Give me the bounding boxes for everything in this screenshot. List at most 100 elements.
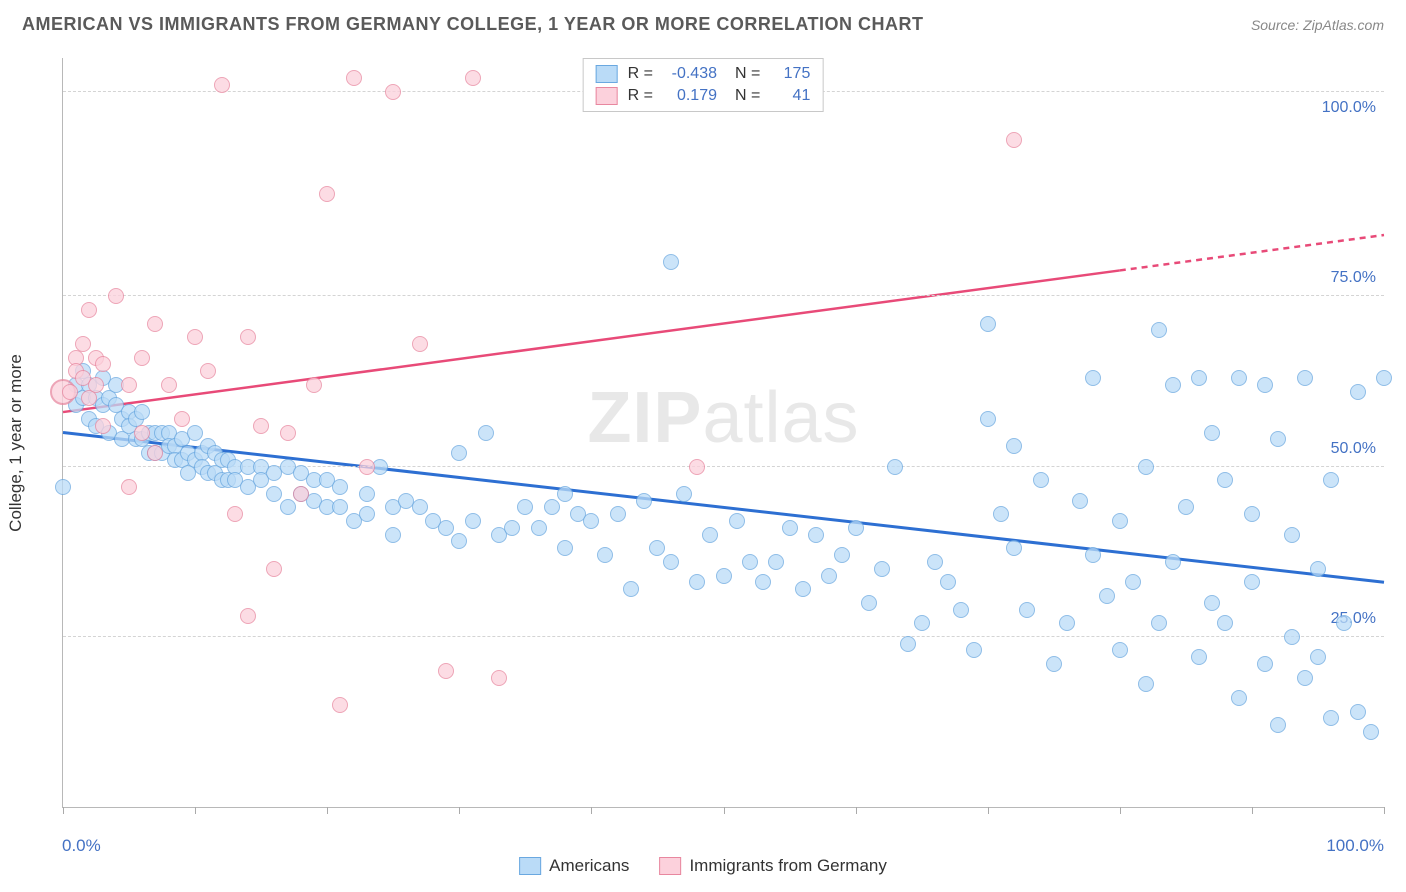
legend-label: Americans bbox=[549, 856, 629, 876]
scatter-point bbox=[81, 390, 97, 406]
scatter-point bbox=[240, 608, 256, 624]
scatter-point bbox=[1270, 431, 1286, 447]
r-label: R = bbox=[628, 65, 653, 83]
scatter-point bbox=[1376, 370, 1392, 386]
scatter-point bbox=[557, 540, 573, 556]
scatter-point bbox=[227, 506, 243, 522]
scatter-point bbox=[134, 404, 150, 420]
scatter-point bbox=[597, 547, 613, 563]
n-label: N = bbox=[735, 87, 760, 105]
scatter-point bbox=[200, 363, 216, 379]
scatter-point bbox=[1138, 676, 1154, 692]
scatter-point bbox=[1165, 377, 1181, 393]
scatter-point bbox=[1072, 493, 1088, 509]
scatter-point bbox=[62, 384, 78, 400]
chart-area: College, 1 year or more ZIPatlas 25.0%50… bbox=[44, 54, 1386, 832]
chart-container: AMERICAN VS IMMIGRANTS FROM GERMANY COLL… bbox=[0, 0, 1406, 892]
scatter-point bbox=[1297, 670, 1313, 686]
scatter-point bbox=[491, 670, 507, 686]
scatter-point bbox=[914, 615, 930, 631]
scatter-point bbox=[465, 70, 481, 86]
scatter-point bbox=[478, 425, 494, 441]
scatter-point bbox=[253, 418, 269, 434]
scatter-point bbox=[280, 499, 296, 515]
scatter-point bbox=[900, 636, 916, 652]
x-axis-min-label: 0.0% bbox=[62, 836, 101, 856]
scatter-point bbox=[332, 479, 348, 495]
chart-header: AMERICAN VS IMMIGRANTS FROM GERMANY COLL… bbox=[0, 0, 1406, 45]
scatter-point bbox=[319, 186, 335, 202]
scatter-point bbox=[121, 479, 137, 495]
n-value: 41 bbox=[770, 87, 810, 105]
scatter-point bbox=[346, 70, 362, 86]
scatter-point bbox=[1257, 377, 1273, 393]
scatter-point bbox=[75, 336, 91, 352]
scatter-point bbox=[332, 499, 348, 515]
scatter-point bbox=[359, 486, 375, 502]
scatter-point bbox=[887, 459, 903, 475]
scatter-point bbox=[438, 520, 454, 536]
scatter-point bbox=[557, 486, 573, 502]
scatter-point bbox=[332, 697, 348, 713]
x-tick bbox=[1120, 807, 1121, 814]
scatter-point bbox=[953, 602, 969, 618]
scatter-point bbox=[88, 377, 104, 393]
scatter-point bbox=[1204, 425, 1220, 441]
scatter-point bbox=[451, 533, 467, 549]
scatter-point bbox=[729, 513, 745, 529]
scatter-point bbox=[1151, 322, 1167, 338]
scatter-point bbox=[755, 574, 771, 590]
scatter-point bbox=[1112, 513, 1128, 529]
gridline bbox=[63, 295, 1384, 296]
y-tick-label: 75.0% bbox=[1331, 269, 1376, 287]
scatter-point bbox=[795, 581, 811, 597]
scatter-point bbox=[266, 561, 282, 577]
scatter-point bbox=[768, 554, 784, 570]
scatter-point bbox=[676, 486, 692, 502]
scatter-point bbox=[280, 425, 296, 441]
chart-source: Source: ZipAtlas.com bbox=[1251, 17, 1384, 33]
scatter-point bbox=[108, 288, 124, 304]
scatter-point bbox=[689, 459, 705, 475]
legend: AmericansImmigrants from Germany bbox=[519, 856, 887, 876]
scatter-point bbox=[1350, 384, 1366, 400]
scatter-point bbox=[1099, 588, 1115, 604]
scatter-point bbox=[55, 479, 71, 495]
scatter-point bbox=[1310, 649, 1326, 665]
stats-row: R =0.179N =41 bbox=[596, 85, 811, 107]
scatter-point bbox=[1231, 690, 1247, 706]
scatter-point bbox=[240, 329, 256, 345]
scatter-point bbox=[649, 540, 665, 556]
scatter-point bbox=[451, 445, 467, 461]
correlation-stats-box: R =-0.438N =175R =0.179N =41 bbox=[583, 58, 824, 112]
scatter-point bbox=[465, 513, 481, 529]
scatter-point bbox=[385, 527, 401, 543]
scatter-point bbox=[1059, 615, 1075, 631]
x-tick bbox=[988, 807, 989, 814]
scatter-point bbox=[1217, 472, 1233, 488]
scatter-point bbox=[861, 595, 877, 611]
scatter-point bbox=[966, 642, 982, 658]
scatter-point bbox=[583, 513, 599, 529]
scatter-point bbox=[1297, 370, 1313, 386]
scatter-point bbox=[874, 561, 890, 577]
r-value: 0.179 bbox=[663, 87, 717, 105]
scatter-point bbox=[385, 84, 401, 100]
x-tick bbox=[195, 807, 196, 814]
x-axis-max-label: 100.0% bbox=[1326, 836, 1384, 856]
scatter-point bbox=[623, 581, 639, 597]
scatter-point bbox=[1310, 561, 1326, 577]
scatter-point bbox=[716, 568, 732, 584]
x-tick bbox=[724, 807, 725, 814]
scatter-point bbox=[1284, 527, 1300, 543]
scatter-point bbox=[808, 527, 824, 543]
scatter-point bbox=[834, 547, 850, 563]
scatter-point bbox=[95, 418, 111, 434]
scatter-point bbox=[504, 520, 520, 536]
scatter-point bbox=[544, 499, 560, 515]
scatter-point bbox=[266, 486, 282, 502]
scatter-point bbox=[531, 520, 547, 536]
scatter-point bbox=[1284, 629, 1300, 645]
scatter-point bbox=[438, 663, 454, 679]
scatter-point bbox=[359, 459, 375, 475]
